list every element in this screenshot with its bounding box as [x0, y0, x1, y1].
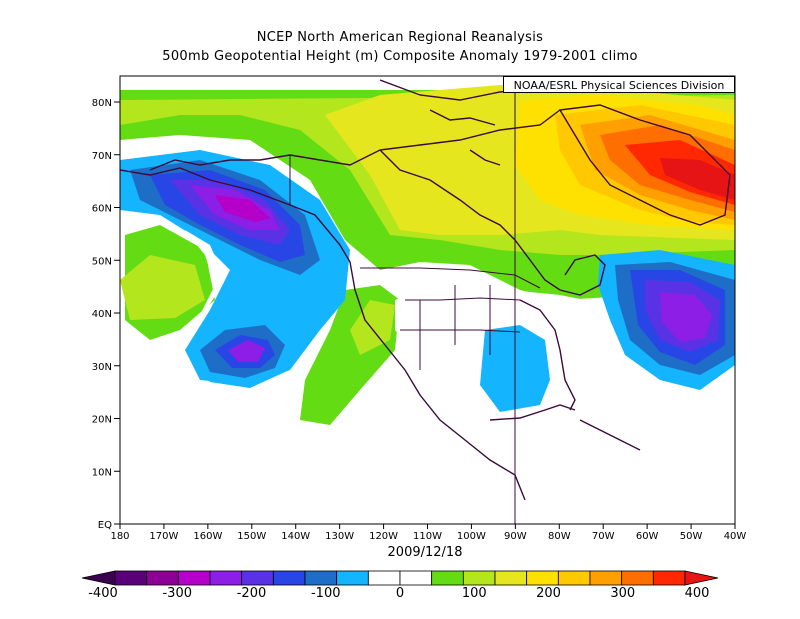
colorbar-labels: -400 -300 -200 -100 0 100 200 300 400 — [0, 586, 800, 606]
date-label: 2009/12/18 — [387, 545, 463, 560]
colorbar-swatch — [336, 570, 369, 586]
colorbar-swatch — [367, 570, 401, 586]
credit-label: NOAA/ESRL Physical Sciences Division — [503, 76, 735, 93]
colorbar-swatch — [177, 570, 211, 586]
colorbar-label: 100 — [461, 586, 487, 601]
lon-tick-label: 160W — [193, 531, 222, 542]
lat-tick-label: 80N — [92, 98, 112, 109]
chart-subtitle: 500mb Geopotential Height (m) Composite … — [162, 49, 638, 64]
longitude-axis: 180 170W 160W 150W 140W 130W 120W 110W 100W 90W 80… — [110, 524, 746, 542]
lon-tick-label: 80W — [548, 531, 571, 542]
colorbar-label: -100 — [310, 586, 341, 601]
colorbar-swatch — [557, 570, 591, 586]
lon-tick-label: 150W — [237, 531, 266, 542]
political-borders — [289, 90, 541, 524]
colorbar-label: -400 — [88, 586, 118, 601]
anomaly-fields — [120, 79, 735, 524]
negative-anomaly-250-pacific — [228, 340, 265, 362]
colorbar-swatch — [399, 570, 433, 586]
lat-tick-label: 60N — [92, 204, 112, 215]
colorbar-label: -200 — [236, 586, 267, 601]
lat-tick-label: 30N — [92, 362, 112, 373]
lon-tick-label: 50W — [680, 531, 703, 542]
colorbar-label: 0 — [395, 586, 405, 601]
white-gap-pacific — [180, 230, 225, 340]
positive-anomaly-150-south — [350, 300, 395, 355]
colorbar-swatch — [652, 570, 686, 586]
positive-anomaly-500 — [660, 158, 735, 200]
colorbar-swatch — [621, 570, 654, 586]
lon-tick-label: 140W — [281, 531, 310, 542]
colorbar-swatch — [526, 570, 559, 586]
lon-tick-label: 130W — [325, 531, 354, 542]
colorbar-swatch — [146, 570, 179, 586]
colorbar-label: 200 — [536, 586, 561, 601]
lon-tick-label: 40W — [724, 531, 747, 542]
colorbar-swatch — [431, 570, 464, 586]
colorbar-swatch — [589, 570, 623, 586]
colorbar-label: -300 — [162, 586, 193, 601]
colorbar-label: 400 — [684, 586, 710, 601]
lon-tick-label: 90W — [504, 531, 527, 542]
lon-tick-label: 70W — [592, 531, 615, 542]
lon-tick-label: 170W — [149, 531, 178, 542]
lon-tick-label: 60W — [636, 531, 659, 542]
colorbar-right-arrow-icon — [684, 570, 719, 586]
lat-tick-label: 40N — [92, 309, 112, 320]
negative-anomaly-300-east — [660, 292, 712, 342]
lon-tick-label: 100W — [457, 531, 486, 542]
lat-tick-label: 20N — [92, 415, 112, 426]
positive-anomaly-150-west — [120, 255, 205, 320]
chart-title: NCEP North American Regional Reanalysis — [256, 30, 544, 45]
colorbar-swatch — [272, 570, 306, 586]
lon-tick-label: 120W — [369, 531, 398, 542]
lat-tick-label: EQ — [98, 520, 112, 531]
latitude-axis: 80N 70N 60N 50N 40N 30N 20N 10N EQ — [92, 98, 120, 531]
coastlines — [120, 79, 731, 501]
negative-anomaly-350-west — [215, 195, 270, 222]
lat-tick-label: 50N — [92, 256, 112, 267]
colorbar-swatch — [114, 570, 148, 586]
lon-tick-label: 110W — [413, 531, 442, 542]
colorbar-swatch — [304, 570, 338, 586]
lon-tick-label: 180 — [110, 531, 129, 542]
colorbar-label: 300 — [610, 586, 636, 601]
colorbar-swatch — [494, 570, 528, 586]
colorbar-swatch — [462, 570, 496, 586]
colorbar-swatch — [209, 570, 243, 586]
colorbar — [81, 570, 719, 586]
colorbar-swatch — [241, 570, 274, 586]
colorbar-left-arrow-icon — [81, 570, 116, 586]
lat-tick-label: 10N — [92, 467, 112, 478]
lat-tick-label: 70N — [92, 151, 112, 162]
